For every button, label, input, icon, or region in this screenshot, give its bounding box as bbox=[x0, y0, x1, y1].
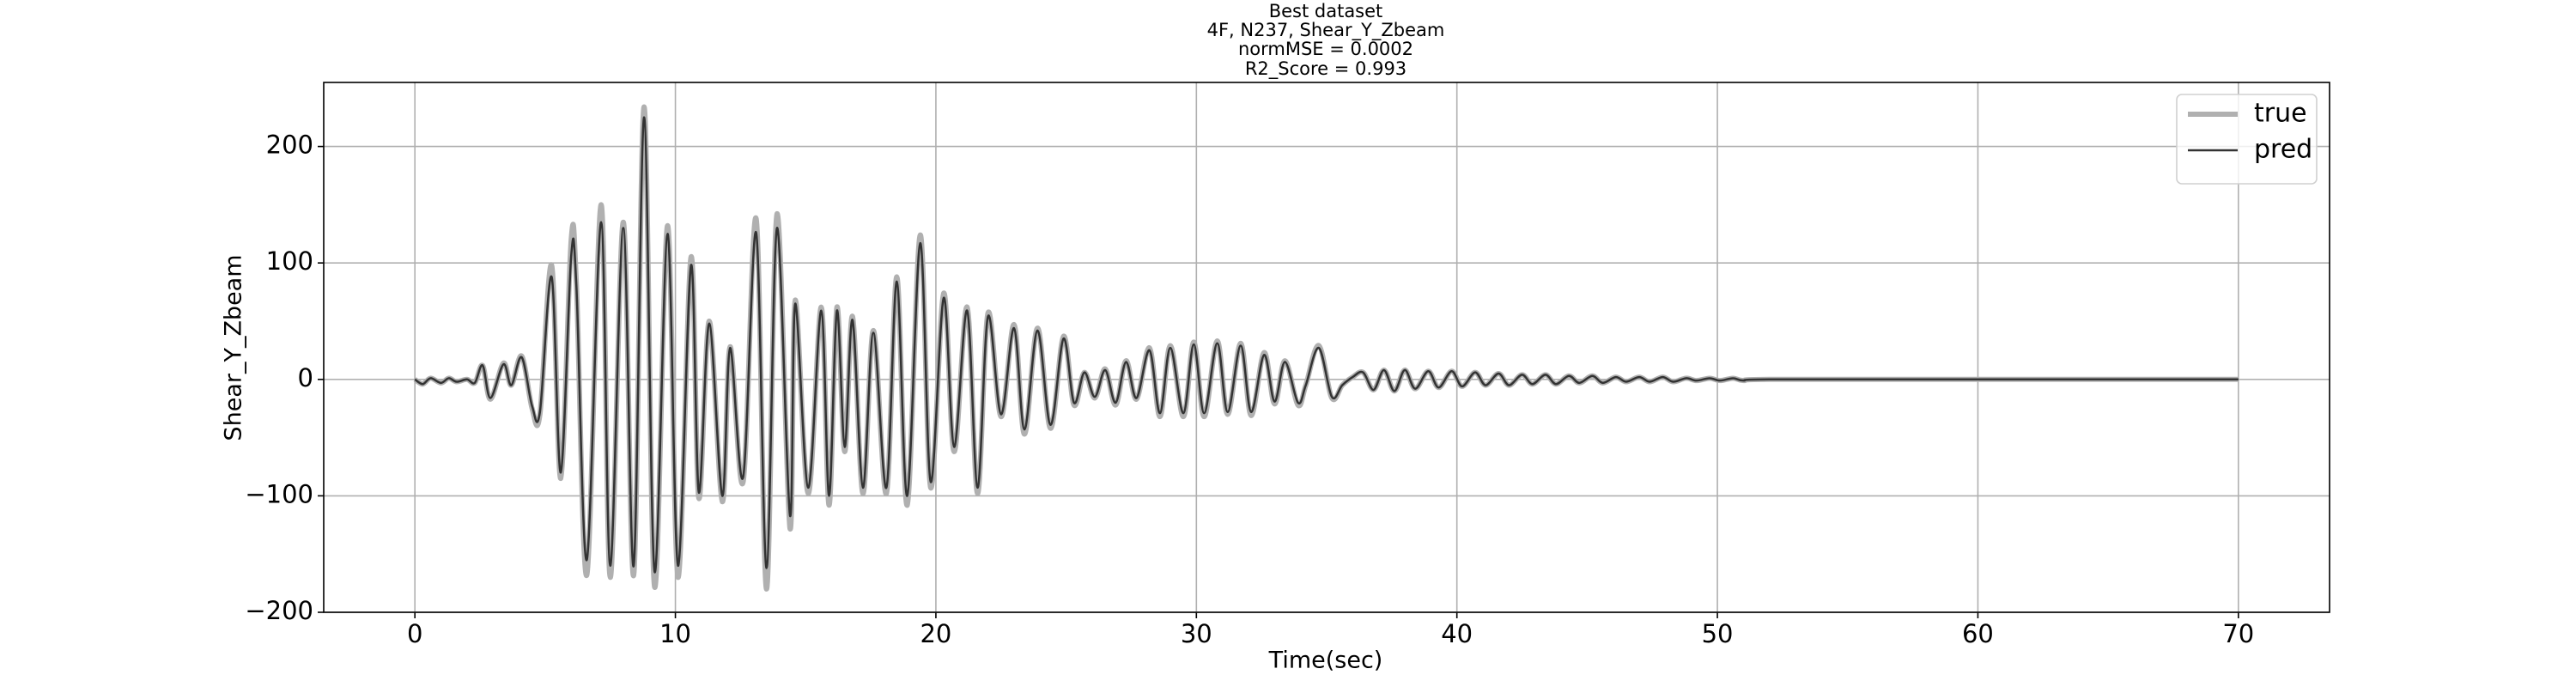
y-tick-label: −200 bbox=[245, 596, 313, 625]
chart-title: Best dataset bbox=[1269, 1, 1383, 21]
legend-label: pred bbox=[2254, 135, 2312, 165]
x-tick-label: 50 bbox=[1702, 619, 1734, 648]
x-tick-label: 30 bbox=[1181, 619, 1212, 648]
y-tick-label: 200 bbox=[266, 131, 313, 160]
chart-subtitle: 4F, N237, Shear_Y_Zbeam bbox=[1207, 20, 1445, 41]
y-tick-label: 100 bbox=[266, 246, 313, 276]
x-tick-label: 60 bbox=[1962, 619, 1994, 648]
chart-subtitle: normMSE = 0.0002 bbox=[1238, 39, 1413, 59]
x-tick-label: 40 bbox=[1441, 619, 1473, 648]
x-axis-label: Time(sec) bbox=[1268, 647, 1383, 674]
y-axis-label: Shear_Y_Zbeam bbox=[221, 254, 247, 441]
y-tick-label: 0 bbox=[298, 363, 313, 392]
chart-subtitle: R2_Score = 0.993 bbox=[1245, 58, 1406, 80]
x-tick-label: 70 bbox=[2222, 619, 2254, 648]
plot-frame bbox=[323, 82, 2330, 613]
legend-label: true bbox=[2254, 99, 2307, 129]
x-tick-label: 20 bbox=[920, 619, 951, 648]
x-tick-label: 10 bbox=[659, 619, 691, 648]
y-tick-label: −100 bbox=[245, 479, 313, 508]
x-tick-label: 0 bbox=[407, 619, 422, 648]
data-line bbox=[414, 116, 2239, 574]
data-line bbox=[413, 104, 2239, 592]
